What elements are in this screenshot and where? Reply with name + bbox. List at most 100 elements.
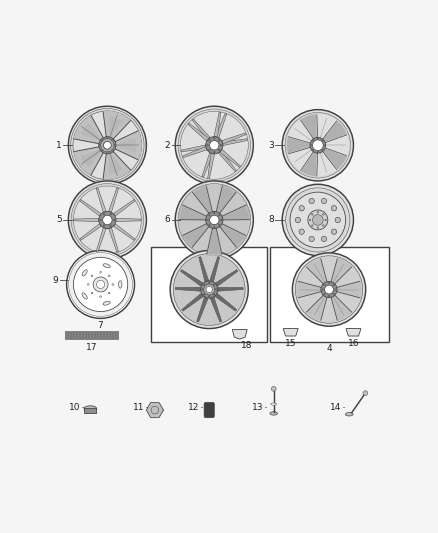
Polygon shape <box>288 146 318 171</box>
Circle shape <box>290 192 346 248</box>
Polygon shape <box>307 259 329 289</box>
Polygon shape <box>81 124 100 140</box>
Circle shape <box>309 219 311 221</box>
Text: 16: 16 <box>348 339 359 348</box>
Circle shape <box>312 140 323 151</box>
Circle shape <box>106 137 108 139</box>
Circle shape <box>112 150 113 151</box>
Circle shape <box>308 210 328 230</box>
Text: 2: 2 <box>165 141 170 150</box>
Circle shape <box>102 150 103 151</box>
Circle shape <box>108 275 110 277</box>
Bar <box>71 332 73 339</box>
Circle shape <box>99 144 101 146</box>
Polygon shape <box>207 220 222 255</box>
Circle shape <box>363 391 368 395</box>
Polygon shape <box>214 112 221 137</box>
Bar <box>80 332 82 339</box>
Circle shape <box>102 215 112 224</box>
Text: 10: 10 <box>69 403 80 412</box>
Polygon shape <box>210 297 222 322</box>
Polygon shape <box>110 154 122 173</box>
Bar <box>89 332 91 339</box>
Circle shape <box>286 188 350 252</box>
Circle shape <box>71 109 144 182</box>
Circle shape <box>173 254 245 326</box>
Polygon shape <box>199 257 208 282</box>
Polygon shape <box>183 147 207 158</box>
Circle shape <box>282 184 353 256</box>
Circle shape <box>68 181 146 259</box>
Circle shape <box>220 144 222 146</box>
Circle shape <box>96 280 105 288</box>
Polygon shape <box>180 270 203 286</box>
Circle shape <box>325 219 326 221</box>
Circle shape <box>170 251 248 328</box>
Circle shape <box>208 296 210 297</box>
Circle shape <box>218 224 220 225</box>
Ellipse shape <box>271 403 277 405</box>
Circle shape <box>324 293 325 295</box>
Polygon shape <box>232 329 247 339</box>
Polygon shape <box>107 131 141 159</box>
Circle shape <box>325 285 333 294</box>
Circle shape <box>213 284 215 286</box>
Polygon shape <box>297 281 329 298</box>
Circle shape <box>114 144 116 146</box>
Polygon shape <box>80 224 101 240</box>
Polygon shape <box>318 122 346 146</box>
Text: 7: 7 <box>98 321 103 330</box>
Polygon shape <box>329 259 352 289</box>
Bar <box>101 332 103 339</box>
Circle shape <box>208 140 210 141</box>
Circle shape <box>215 289 217 290</box>
Text: 8: 8 <box>268 215 274 224</box>
Polygon shape <box>287 137 318 154</box>
Polygon shape <box>199 257 208 282</box>
Circle shape <box>91 292 93 294</box>
Circle shape <box>321 149 323 150</box>
Polygon shape <box>96 228 106 252</box>
Polygon shape <box>175 287 201 291</box>
Circle shape <box>73 111 142 180</box>
Bar <box>95 332 97 339</box>
Circle shape <box>180 111 248 179</box>
Polygon shape <box>116 219 141 221</box>
Polygon shape <box>214 220 246 247</box>
Polygon shape <box>207 220 222 255</box>
Circle shape <box>213 151 215 153</box>
Circle shape <box>333 293 334 295</box>
Polygon shape <box>288 120 318 146</box>
Polygon shape <box>113 199 135 216</box>
Circle shape <box>322 225 324 227</box>
Polygon shape <box>214 205 249 220</box>
Polygon shape <box>179 205 214 220</box>
Polygon shape <box>215 270 238 286</box>
Polygon shape <box>192 119 210 140</box>
Circle shape <box>323 144 325 146</box>
Circle shape <box>71 184 144 256</box>
Polygon shape <box>197 297 208 322</box>
Circle shape <box>213 212 215 214</box>
Circle shape <box>317 227 318 229</box>
Circle shape <box>112 139 113 141</box>
Circle shape <box>208 214 210 216</box>
Bar <box>113 332 115 339</box>
Circle shape <box>324 284 325 286</box>
Circle shape <box>317 139 318 140</box>
Circle shape <box>102 139 103 141</box>
Polygon shape <box>210 257 219 282</box>
Bar <box>85 408 96 413</box>
Text: 3: 3 <box>268 141 274 150</box>
Circle shape <box>321 281 337 297</box>
Circle shape <box>218 149 220 151</box>
Circle shape <box>69 253 132 317</box>
Circle shape <box>206 136 223 154</box>
Polygon shape <box>74 146 107 175</box>
Circle shape <box>218 214 220 216</box>
Circle shape <box>207 219 208 221</box>
Polygon shape <box>318 146 346 169</box>
Circle shape <box>299 206 304 211</box>
Bar <box>104 332 106 339</box>
Polygon shape <box>301 115 318 146</box>
